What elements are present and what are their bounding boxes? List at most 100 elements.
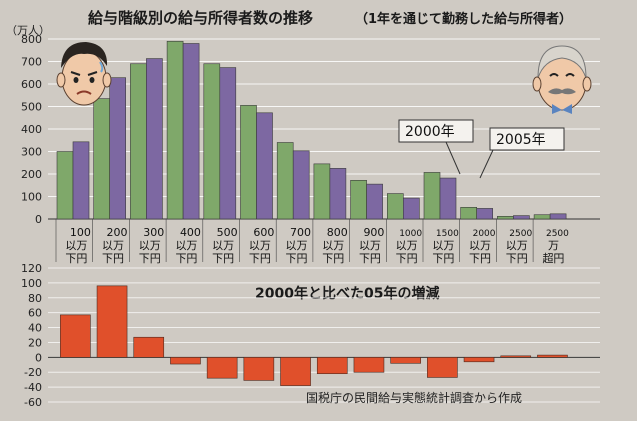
bar-2000 — [56, 151, 74, 220]
top-y-tick-label: 800 — [21, 33, 42, 46]
category-line2: 以万 — [139, 239, 161, 252]
bar-2000 — [166, 40, 184, 220]
category-line3: 下円 — [175, 252, 197, 265]
callout-2000-pointer — [445, 141, 461, 175]
top-bars — [56, 40, 567, 220]
category-line2: 以万 — [65, 239, 87, 252]
category-line2: 以万 — [322, 239, 344, 252]
category-line2: 以万 — [469, 239, 491, 252]
main-title: 給与階級別の給与所得者数の推移 — [88, 9, 313, 27]
source-note: 国税庁の民間給与実態統計調査から作成 — [306, 390, 522, 405]
bar-2000 — [276, 142, 294, 220]
category-line2: 以万 — [286, 239, 308, 252]
bar-2005 — [72, 141, 90, 220]
diff-bar — [280, 357, 311, 386]
category-number: 2000 — [473, 229, 496, 239]
category-line3: 下円 — [65, 252, 87, 265]
top-y-tick-label: 300 — [21, 146, 42, 159]
callout-2000: 2000年 — [398, 119, 474, 175]
callout-2000-box — [398, 119, 474, 143]
category-number: 1500 — [436, 229, 459, 239]
top-y-tick-label: 600 — [21, 78, 42, 91]
category-number: 400 — [180, 226, 201, 239]
category-number: 1000 — [399, 229, 422, 239]
callout-2005-text: 2005年 — [496, 132, 546, 148]
bar-2000 — [240, 105, 257, 220]
bar-2005 — [476, 208, 494, 220]
diff-bar — [390, 357, 421, 364]
callout-2005: 2005年 — [479, 127, 565, 179]
diff-bar — [96, 285, 128, 358]
diff-title: 2000年と比べた05年の増減 — [255, 285, 439, 302]
top-y-tick-label: 100 — [21, 191, 42, 204]
category-line2: 以万 — [432, 239, 454, 252]
y-unit-label: （万人） — [6, 24, 50, 37]
category-number: 500 — [217, 226, 238, 239]
bar-2000 — [460, 207, 478, 220]
bar-2000 — [497, 216, 514, 220]
bottom-y-tick-label: 120 — [21, 262, 42, 275]
bottom-y-tick-label: -60 — [24, 396, 42, 409]
bar-2005 — [549, 213, 567, 220]
category-line2: 以万 — [102, 239, 124, 252]
bar-2005 — [402, 197, 420, 220]
bar-2000 — [130, 63, 147, 220]
bar-2000 — [313, 163, 331, 220]
category-line2: 以万 — [396, 239, 418, 252]
bar-2005 — [219, 67, 237, 220]
bar-2000 — [533, 214, 551, 220]
bottom-y-tick-label: 0 — [35, 351, 42, 364]
bar-2000 — [423, 172, 441, 220]
diff-bar — [537, 354, 568, 358]
top-y-tick-label: 400 — [21, 123, 42, 136]
diff-bar — [206, 357, 238, 379]
top-y-ticks: 0 100 200 300 400 500 600 700 800 — [21, 33, 42, 226]
diff-bar — [427, 357, 458, 378]
category-line3: 超円 — [542, 251, 564, 265]
top-y-tick-label: 500 — [21, 101, 42, 114]
category-line3: 下円 — [469, 252, 491, 265]
category-number: 100 — [70, 226, 91, 239]
callout-2005-box — [489, 127, 565, 151]
bottom-y-tick-label: -20 — [24, 366, 42, 379]
bar-2005 — [366, 183, 383, 220]
bar-2005 — [292, 150, 310, 220]
category-line3: 下円 — [322, 252, 344, 265]
category-line3: 下円 — [359, 252, 381, 265]
diff-bar — [170, 357, 201, 365]
category-line3: 下円 — [249, 252, 271, 265]
category-line2: 以万 — [175, 239, 197, 252]
bottom-y-tick-label: 60 — [28, 307, 42, 320]
category-line3: 下円 — [432, 252, 454, 265]
category-line3: 下円 — [102, 252, 124, 265]
bar-2005 — [513, 215, 530, 220]
category-line2: 以万 — [506, 239, 528, 252]
bar-2000 — [350, 180, 367, 220]
bottom-y-tick-label: 20 — [28, 336, 42, 349]
category-number: 700 — [290, 226, 311, 239]
bar-2005 — [146, 58, 163, 220]
main-subtitle: （1年を通じて勤務した給与所得者） — [355, 11, 572, 27]
bar-2000 — [386, 193, 404, 220]
diff-bar — [463, 357, 495, 363]
category-number: 200 — [107, 226, 128, 239]
diff-bar — [60, 314, 91, 358]
top-y-tick-label: 0 — [35, 213, 42, 226]
category-line3: 下円 — [286, 252, 308, 265]
bar-2000 — [203, 63, 221, 220]
category-number: 2500 — [546, 229, 569, 239]
category-line2: 以万 — [212, 239, 234, 252]
bar-2005 — [182, 43, 200, 220]
bottom-y-tick-label: 40 — [28, 322, 42, 335]
bottom-y-tick-label: -40 — [24, 381, 42, 394]
diff-bar — [316, 357, 348, 375]
category-line2: 以万 — [249, 239, 271, 252]
bottom-y-tick-label: 80 — [28, 292, 42, 305]
bottom-y-tick-label: 100 — [21, 277, 42, 290]
diff-bar — [243, 357, 275, 381]
category-line3: 下円 — [506, 252, 528, 265]
callout-2000-text: 2000年 — [405, 124, 455, 140]
category-line3: 下円 — [212, 252, 234, 265]
